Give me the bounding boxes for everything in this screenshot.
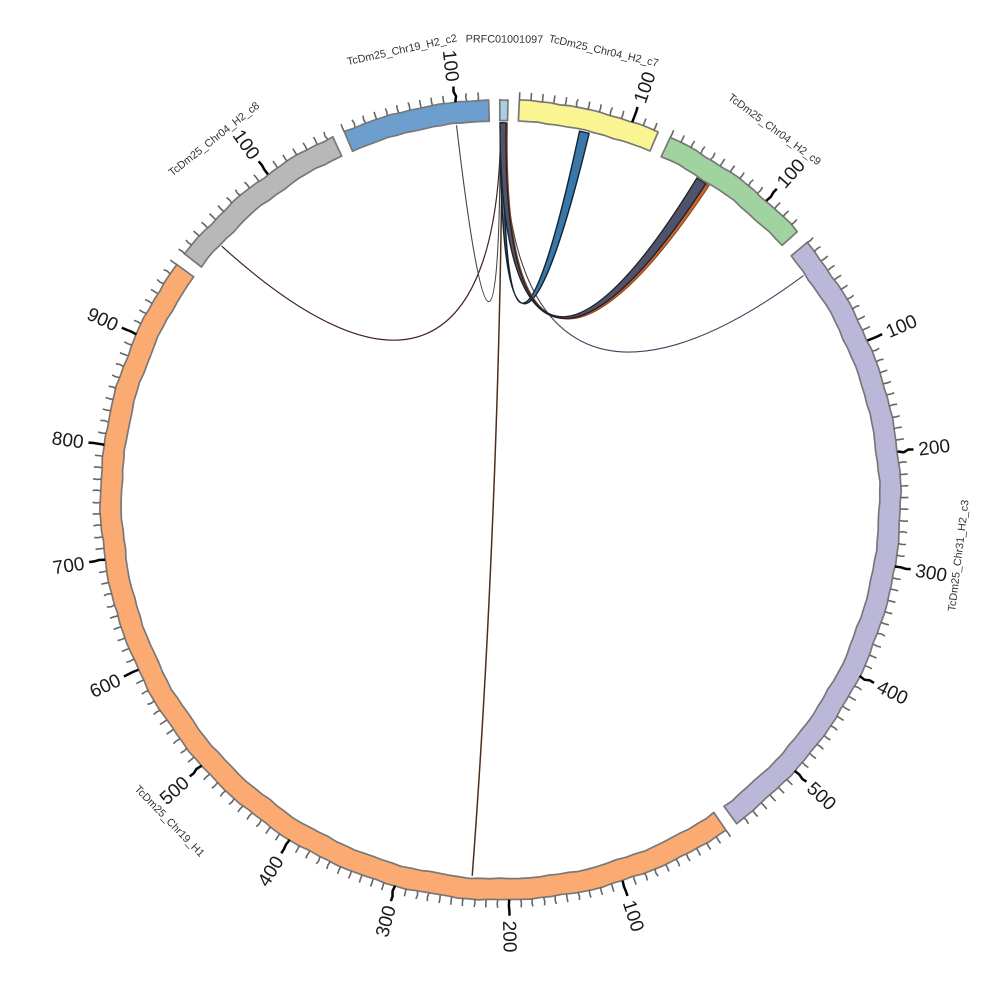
svg-text:200: 200 — [498, 920, 520, 952]
svg-text:300: 300 — [914, 561, 949, 587]
svg-text:PRFC01001097: PRFC01001097 — [466, 33, 544, 46]
svg-text:700: 700 — [52, 554, 86, 580]
svg-text:100: 100 — [438, 49, 462, 83]
svg-text:200: 200 — [917, 436, 951, 461]
svg-text:800: 800 — [50, 428, 84, 453]
